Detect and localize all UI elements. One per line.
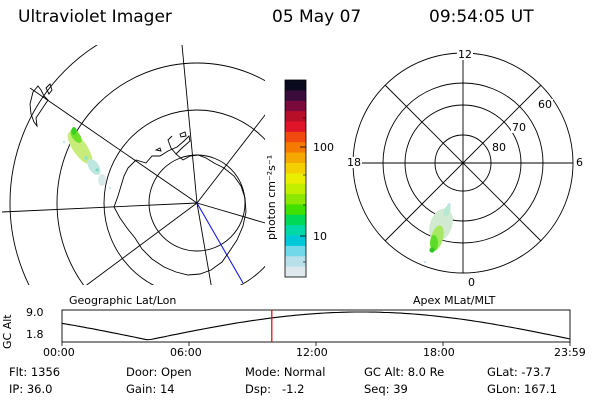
geographic-map bbox=[1, 45, 265, 285]
color-bar-segment bbox=[285, 173, 306, 185]
time-tick-1200: 12:00 bbox=[296, 346, 328, 359]
date-label: 05 May 07 bbox=[272, 7, 362, 27]
dsp-info: Dsp: -1.2 bbox=[245, 382, 305, 396]
altitude-ytick-9: 9.0 bbox=[26, 306, 44, 319]
color-bar-segment bbox=[285, 183, 306, 195]
colorbar-unit-label: photon cm⁻²s⁻¹ bbox=[265, 154, 278, 240]
color-bar-segment bbox=[285, 80, 306, 91]
altitude-curve bbox=[62, 311, 570, 341]
color-bar-segment bbox=[285, 225, 306, 237]
color-bar-segment bbox=[285, 131, 306, 143]
color-bar-segment bbox=[285, 90, 306, 102]
color-bar bbox=[285, 80, 306, 278]
glat-info: GLat: -73.7 bbox=[487, 365, 552, 379]
color-bar-segment bbox=[285, 121, 306, 133]
mlat-label-70: 70 bbox=[511, 121, 527, 134]
color-bar-segment bbox=[285, 266, 306, 278]
seq-info: Seq: 39 bbox=[364, 382, 408, 396]
altitude-plot-frame bbox=[61, 309, 571, 343]
color-bar-segment bbox=[285, 111, 306, 123]
color-bar-segment bbox=[285, 152, 306, 164]
time-tick-2359: 23:59 bbox=[554, 346, 586, 359]
mlt-label-12: 12 bbox=[457, 48, 473, 61]
color-bar-segment bbox=[285, 214, 306, 226]
time-tick-0600: 06:00 bbox=[170, 346, 202, 359]
time-label: 09:54:05 UT bbox=[429, 7, 534, 27]
door-info: Door: Open bbox=[126, 365, 192, 379]
color-bar-frame bbox=[284, 79, 307, 278]
color-bar-segment bbox=[285, 204, 306, 216]
glon-info: GLon: 167.1 bbox=[487, 382, 557, 396]
altitude-ylabel: GC Alt bbox=[1, 314, 14, 349]
colorbar-tick-10: 10 bbox=[313, 230, 327, 243]
flight-info: Flt: 1356 bbox=[9, 365, 61, 379]
color-bar-segment bbox=[285, 100, 306, 112]
apex-map bbox=[352, 52, 574, 274]
colorbar-tick-100: 100 bbox=[313, 141, 334, 154]
altitude-plot bbox=[61, 309, 571, 346]
color-bar-segment bbox=[285, 256, 306, 268]
time-tick-1800: 18:00 bbox=[423, 346, 455, 359]
color-bar-segment bbox=[285, 245, 306, 257]
mlt-label-18: 18 bbox=[346, 156, 362, 169]
color-bar-segment bbox=[285, 142, 306, 154]
mlt-label-0: 0 bbox=[468, 276, 475, 289]
mlat-label-80: 80 bbox=[491, 141, 507, 154]
ip-info: IP: 36.0 bbox=[9, 382, 53, 396]
color-bar-segment bbox=[285, 194, 306, 206]
altitude-ytick-1.8: 1.8 bbox=[26, 328, 44, 341]
color-bar-segment bbox=[285, 235, 306, 247]
instrument-title: Ultraviolet Imager bbox=[18, 7, 172, 27]
mode-info: Mode: Normal bbox=[245, 365, 326, 379]
apex-caption: Apex MLat/MLT bbox=[413, 294, 496, 307]
mlt-label-6: 6 bbox=[576, 156, 583, 169]
apex-aurora bbox=[410, 203, 453, 273]
geographic-aurora bbox=[62, 127, 112, 190]
color-bar-segment bbox=[285, 162, 306, 174]
mlat-label-60: 60 bbox=[537, 98, 553, 111]
geographic-caption: Geographic Lat/Lon bbox=[69, 294, 177, 307]
time-tick-0000: 00:00 bbox=[43, 346, 75, 359]
gain-info: Gain: 14 bbox=[126, 382, 175, 396]
gc-alt-info: GC Alt: 8.0 Re bbox=[364, 365, 445, 379]
